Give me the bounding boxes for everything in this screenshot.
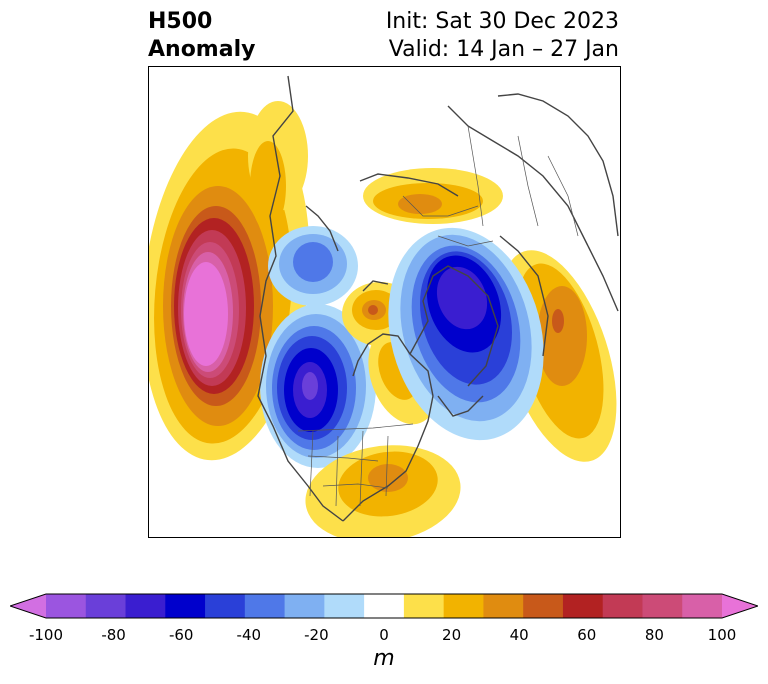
colorbar-segment	[364, 594, 405, 618]
colorbar-segment	[403, 594, 445, 618]
date-info: Init: Sat 30 Dec 2023 Valid: 14 Jan – 27…	[386, 8, 619, 64]
colorbar-tick-label: -100	[28, 626, 64, 644]
colorbar-tick-label: 40	[509, 626, 529, 644]
colorbar-segment	[682, 594, 723, 618]
colorbar-segment	[324, 594, 365, 618]
colorbar-segment	[205, 594, 246, 618]
colorbar-segment	[165, 594, 206, 618]
colorbar-segment	[125, 594, 166, 618]
anomaly-map	[148, 66, 621, 538]
title-line-1: H500	[148, 9, 213, 34]
atlantic-trough	[388, 227, 544, 441]
colorbar-segment	[523, 594, 564, 618]
init-date: Init: Sat 30 Dec 2023	[385, 9, 619, 34]
colorbar-outline	[10, 593, 758, 619]
colorbar-tick-label: 60	[577, 626, 597, 644]
colorbar-segment	[244, 594, 286, 618]
colorbar-tick-label: -20	[304, 626, 329, 644]
colorbar-tick-label: -60	[168, 626, 194, 644]
colorbar-extend-max	[722, 594, 758, 618]
colorbar-unit: m	[373, 646, 395, 671]
borders	[297, 125, 579, 507]
colorbar-segment	[483, 594, 524, 618]
colorbar-segment	[562, 594, 604, 618]
colorbar-tick-label: 0	[379, 626, 389, 644]
colorbar-segment	[284, 594, 325, 618]
colorbar-segment	[443, 594, 484, 618]
colorbar-extend-min	[10, 594, 46, 618]
colorbar-segment	[602, 594, 643, 618]
valid-range: Valid: 14 Jan – 27 Jan	[388, 37, 619, 62]
colorbar-segment	[85, 594, 127, 618]
colorbar-tick-label: 100	[707, 626, 737, 644]
north-america-trough	[260, 226, 376, 468]
colorbar-segment	[642, 594, 683, 618]
colorbar-tick-label: 80	[644, 626, 664, 644]
colorbar-tick-label: -40	[236, 626, 262, 644]
colorbar-segment	[46, 594, 87, 618]
colorbar	[10, 593, 758, 619]
map-title: H500 Anomaly	[148, 8, 255, 64]
colorbar-tick-label: -80	[101, 626, 126, 644]
colorbar-tick-label: 20	[442, 626, 462, 644]
title-line-2: Anomaly	[148, 37, 256, 62]
